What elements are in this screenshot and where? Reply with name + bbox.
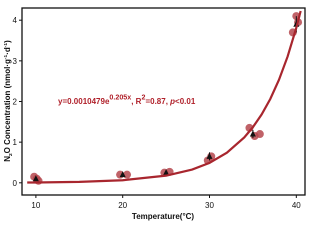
page: Temperature(°C) N2O Concentration (nmol·… <box>3 7 306 221</box>
y-label-part: N <box>3 156 12 162</box>
y-tick-label: 2 <box>13 98 18 107</box>
y-label-part: ·d <box>3 47 12 55</box>
x-tick-label: 20 <box>118 201 127 210</box>
y-label-part: -1 <box>3 54 9 59</box>
y-axis-label: N2O Concentration (nmol·g-1·d-1) <box>3 40 14 162</box>
x-tick-label: 30 <box>205 201 214 210</box>
mean-marker <box>119 171 126 178</box>
mean-marker <box>163 169 170 176</box>
annotation-part: 0.205x <box>109 94 131 102</box>
y-tick-label: 3 <box>13 57 18 66</box>
mean-marker <box>249 130 256 137</box>
y-label-part: O Concentration (nmol·g <box>3 59 12 153</box>
annotation-part: <0.01 <box>175 97 196 106</box>
y-tick-label: 0 <box>13 179 18 188</box>
x-axis-label: Temperature(°C) <box>132 212 195 221</box>
mean-marker <box>32 175 39 182</box>
annotation-part: 2 <box>141 94 145 102</box>
data-point <box>255 130 264 139</box>
y-label-part: ) <box>3 40 12 43</box>
mean-marker <box>206 152 213 159</box>
x-tick-label: 40 <box>292 201 301 210</box>
chart: Temperature(°C) N2O Concentration (nmol·… <box>3 7 306 221</box>
equation-annotation: y=0.0010479e0.205x, R2=0.87, p<0.01 <box>58 94 196 106</box>
y-tick-label: 1 <box>13 138 18 147</box>
annotation-part: p <box>169 97 175 106</box>
annotation-part: y=0.0010479e <box>58 97 110 106</box>
annotation-part: , R <box>131 97 141 106</box>
y-label-part: 2 <box>8 153 14 156</box>
y-tick-label: 4 <box>13 16 18 25</box>
annotation-part: =0.87, <box>145 97 170 106</box>
x-tick-label: 10 <box>31 201 40 210</box>
y-label-part: -1 <box>3 43 9 48</box>
fit-curve <box>27 10 302 184</box>
